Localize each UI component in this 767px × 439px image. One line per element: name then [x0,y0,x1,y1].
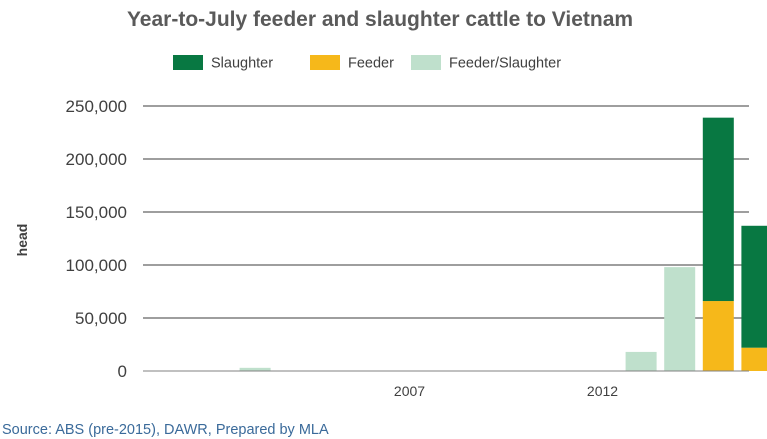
x-axis-ticks: 200720122017 [394,383,618,399]
grid-lines [143,105,749,319]
legend-label-feeder-slaughter: Feeder/Slaughter [449,56,561,72]
y-tick-label: 50,000 [75,309,127,328]
y-tick-label: 100,000 [66,256,127,275]
y-axis-ticks: 250,000 200,000 150,000 100,000 50,000 0 [66,97,127,381]
bar-feeder-slaughter-2013 [625,351,657,371]
bar-slaughter-2015 [702,117,734,302]
legend-label-feeder: Feeder [348,56,394,72]
legend-swatch-feeder [310,55,340,70]
y-tick-label: 250,000 [66,97,127,116]
y-tick-label: 200,000 [66,150,127,169]
bar-feeder-2015 [702,301,734,371]
legend-swatch-feeder-slaughter [411,55,441,70]
source-note: Source: ABS (pre-2015), DAWR, Prepared b… [2,422,329,438]
x-tick-label: 2012 [587,383,618,399]
legend-label-slaughter: Slaughter [211,56,273,72]
bar-feeder-2016 [741,347,767,371]
legend: Slaughter Feeder Feeder/Slaughter [173,55,561,72]
x-tick-label: 2007 [394,383,425,399]
bar-slaughter-2016 [741,225,767,348]
y-axis-label: head [14,224,30,257]
bars [239,117,767,371]
chart-title: Year-to-July feeder and slaughter cattle… [127,8,633,31]
y-tick-label: 0 [118,362,127,381]
y-tick-label: 150,000 [66,203,127,222]
legend-swatch-slaughter [173,55,203,70]
bar-feeder-slaughter-2003 [239,367,271,371]
bar-feeder-slaughter-2014 [664,267,696,371]
